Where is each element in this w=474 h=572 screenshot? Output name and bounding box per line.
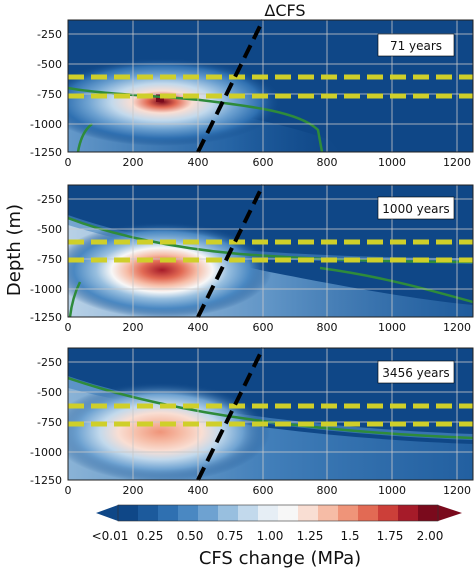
colorbar-swatch <box>238 505 259 521</box>
colorbar-swatch <box>318 505 339 521</box>
colorbar-swatch <box>378 505 399 521</box>
colorbar-swatch <box>298 505 319 521</box>
y-tick-label: -250 <box>37 356 62 369</box>
green-contour-lower <box>76 123 93 152</box>
panel-label: 1000 years <box>382 202 449 216</box>
y-tick-label: -750 <box>37 88 62 101</box>
colorbar-frame <box>117 504 439 522</box>
x-tick-label: 800 <box>317 156 338 169</box>
colorbar: <0.01 0.25 0.50 0.75 1.00 1.25 1.5 1.75 … <box>92 504 462 569</box>
colorbar-tick-labels: <0.01 0.25 0.50 0.75 1.00 1.25 1.5 1.75 … <box>92 529 444 543</box>
x-tick-label: 1000 <box>378 321 406 334</box>
colorbar-tick: 0.50 <box>177 529 204 543</box>
x-tick-label: 800 <box>317 321 338 334</box>
x-tick-label: 400 <box>188 484 209 497</box>
panel-3456-years: 3456 years <box>67 347 474 481</box>
colorbar-swatch <box>358 505 379 521</box>
y-tick-label: -1000 <box>30 118 62 131</box>
green-contour <box>68 216 473 264</box>
panel-1000-years: 1000 years <box>67 184 474 318</box>
colorbar-left-arrow <box>96 505 118 521</box>
y-tick-label: -500 <box>37 223 62 236</box>
colorbar-right-arrow <box>438 505 462 521</box>
colorbar-tick: 1.5 <box>340 529 359 543</box>
colorbar-swatch <box>398 505 419 521</box>
x-tick-label: 600 <box>253 156 274 169</box>
x-tick-label: 1000 <box>378 156 406 169</box>
green-contour-lower <box>319 266 473 304</box>
x-tick-label: 1200 <box>443 156 471 169</box>
x-tick-label: 200 <box>123 321 144 334</box>
x-tick-label: 400 <box>188 156 209 169</box>
x-tick-label: 800 <box>317 484 338 497</box>
y-tick-label: -500 <box>37 58 62 71</box>
x-tick-label: 600 <box>253 321 274 334</box>
fault-line <box>196 347 265 481</box>
x-tick-label: 0 <box>65 321 72 334</box>
panel-label-box <box>377 360 455 384</box>
aquifer-lines <box>68 239 473 263</box>
colorbar-swatch <box>218 505 239 521</box>
colorbar-swatch <box>138 505 159 521</box>
colorbar-swatch <box>418 505 439 521</box>
x-tick-label: 1000 <box>378 484 406 497</box>
colorbar-label: CFS change (MPa) <box>199 548 361 569</box>
panel-label-box <box>377 33 455 57</box>
y-tick-label: -750 <box>37 416 62 429</box>
green-contour <box>68 86 324 152</box>
colorbar-swatches <box>118 505 439 521</box>
stress-plume <box>68 222 272 317</box>
fault-line <box>196 184 265 318</box>
x-tick-label: 1200 <box>443 484 471 497</box>
colorbar-tick: 1.25 <box>297 529 324 543</box>
colorbar-swatch <box>258 505 279 521</box>
x-tick-label: 0 <box>65 156 72 169</box>
y-tick-label: -250 <box>37 193 62 206</box>
panel-label: 71 years <box>390 39 442 53</box>
y-tick-label: -1250 <box>30 311 62 324</box>
panel-71-years: 71 years <box>67 19 474 153</box>
x-tick-label: 200 <box>123 484 144 497</box>
colorbar-swatch <box>198 505 219 521</box>
colorbar-tick: 2.00 <box>417 529 444 543</box>
colorbar-swatch <box>158 505 179 521</box>
aquifer-lines <box>68 403 473 427</box>
x-tick-label: 400 <box>188 321 209 334</box>
y-tick-label: -750 <box>37 253 62 266</box>
panel-frame <box>67 347 474 481</box>
fault-line <box>196 19 265 153</box>
y-axis-label: Depth (m) <box>4 204 25 296</box>
y-tick-label: -250 <box>37 28 62 41</box>
x-tick-label: 200 <box>123 156 144 169</box>
y-tick-label: -500 <box>37 386 62 399</box>
upper-band <box>68 376 473 440</box>
figure-title: ΔCFS <box>264 1 305 20</box>
y-tick-label: -1000 <box>30 283 62 296</box>
y-tick-label: -1250 <box>30 146 62 159</box>
colorbar-swatch <box>278 505 299 521</box>
tick-labels-panel-3: -250 -500 -750 -1000 -1250 0 200 400 600… <box>30 356 471 497</box>
colorbar-tick: 0.75 <box>217 529 244 543</box>
colorbar-tick: 1.75 <box>377 529 404 543</box>
x-tick-label: 1200 <box>443 321 471 334</box>
x-tick-label: 0 <box>65 484 72 497</box>
tick-labels-panel-1: -250 -500 -750 -1000 -1250 0 200 400 600… <box>30 28 471 169</box>
colorbar-tick: <0.01 <box>92 529 129 543</box>
y-tick-label: -1250 <box>30 474 62 487</box>
green-contour-left <box>68 281 82 317</box>
colorbar-swatch <box>338 505 359 521</box>
colorbar-swatch <box>178 505 199 521</box>
panel-label: 3456 years <box>382 366 449 380</box>
colorbar-swatch <box>118 505 139 521</box>
tick-labels-panel-2: -250 -500 -750 -1000 -1250 0 200 400 600… <box>30 193 471 334</box>
aquifer-lines <box>68 74 473 99</box>
panel-frame <box>67 19 474 153</box>
colorbar-tick: 1.00 <box>257 529 284 543</box>
y-tick-label: -1000 <box>30 446 62 459</box>
x-tick-label: 600 <box>253 484 274 497</box>
panel-label-box <box>377 196 455 220</box>
panel-frame <box>67 184 474 318</box>
colorbar-tick: 0.25 <box>137 529 164 543</box>
